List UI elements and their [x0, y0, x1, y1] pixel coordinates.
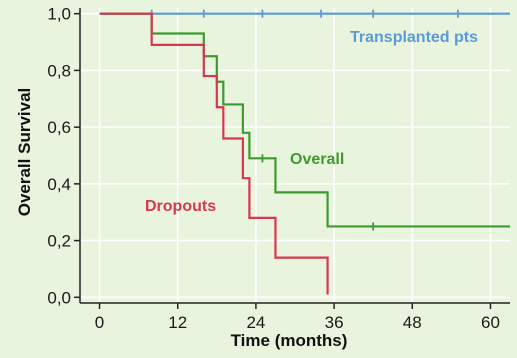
- y-tick-label-0: 0,0: [47, 288, 71, 307]
- y-tick-label-4: 0,8: [47, 61, 71, 80]
- x-tick-label-0: 0: [95, 313, 104, 332]
- tick-labels: 0 12 24 36 48 60 0,0 0,2 0,4 0,6 0,8 1,0: [47, 5, 500, 332]
- series-label-transplanted-pts: Transplanted pts: [350, 29, 478, 46]
- y-tick-label-5: 1,0: [47, 5, 71, 24]
- x-axis-title: Time (months): [231, 331, 348, 350]
- y-tick-label-3: 0,6: [47, 118, 71, 137]
- x-tick-label-3: 36: [325, 313, 344, 332]
- x-tick-label-1: 12: [168, 313, 187, 332]
- series-line-overall: [99, 12, 510, 228]
- axes: [74, 8, 510, 309]
- x-tick-label-2: 24: [246, 313, 265, 332]
- y-tick-label-2: 0,4: [47, 175, 71, 194]
- series-label-overall: Overall: [290, 151, 344, 168]
- x-tick-label-4: 48: [403, 313, 422, 332]
- y-tick-label-1: 0,2: [47, 232, 71, 251]
- y-axis-title: Overall Survival: [15, 88, 34, 217]
- series-layer: [99, 9, 510, 295]
- series-line-dropouts: [99, 12, 329, 295]
- x-tick-label-5: 60: [481, 313, 500, 332]
- series-labels: Transplanted pts Overall Dropouts: [145, 29, 478, 215]
- series-label-dropouts: Dropouts: [145, 198, 216, 215]
